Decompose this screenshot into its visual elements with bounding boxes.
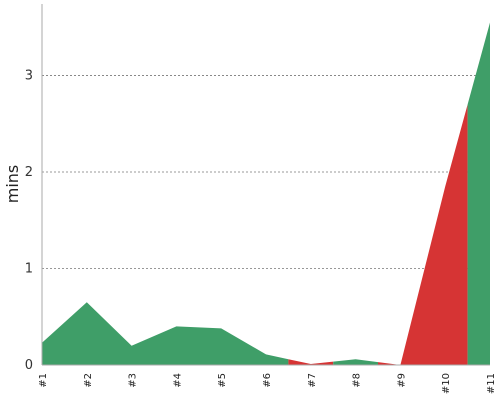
- y-axis-title: mins: [3, 165, 22, 204]
- area-segment-good: [42, 302, 289, 365]
- y-tick-label: 2: [25, 165, 33, 180]
- y-tick-label: 3: [25, 69, 33, 84]
- x-tick-labels: #1 #2 #3 #4 #5 #6 #7 #8 #9 #10 #11: [38, 373, 497, 394]
- x-tick-label: #9: [396, 373, 407, 388]
- x-tick-label: #10: [441, 373, 452, 394]
- x-tick-label: #3: [128, 373, 139, 388]
- y-tick-labels: 0 1 2 3: [25, 69, 33, 373]
- x-tick-label: #6: [262, 373, 273, 388]
- x-tick-label: #7: [307, 373, 318, 388]
- x-tick-label: #2: [83, 373, 94, 388]
- x-tick-label: #11: [486, 373, 497, 394]
- x-tick-label: #5: [217, 373, 228, 388]
- area-segment-bad: [378, 104, 468, 366]
- grid-lines: [42, 75, 490, 269]
- axes: [41, 4, 490, 366]
- area-segment-bad: [288, 359, 334, 365]
- area-segment-good: [467, 22, 490, 366]
- x-tick-label: #4: [172, 373, 183, 388]
- area-segments: [42, 22, 490, 366]
- y-tick-label: 1: [25, 262, 33, 277]
- x-tick-label: #8: [352, 373, 363, 388]
- y-tick-label: 0: [25, 358, 33, 373]
- area-segment-good: [333, 359, 378, 365]
- x-tick-label: #1: [38, 373, 49, 388]
